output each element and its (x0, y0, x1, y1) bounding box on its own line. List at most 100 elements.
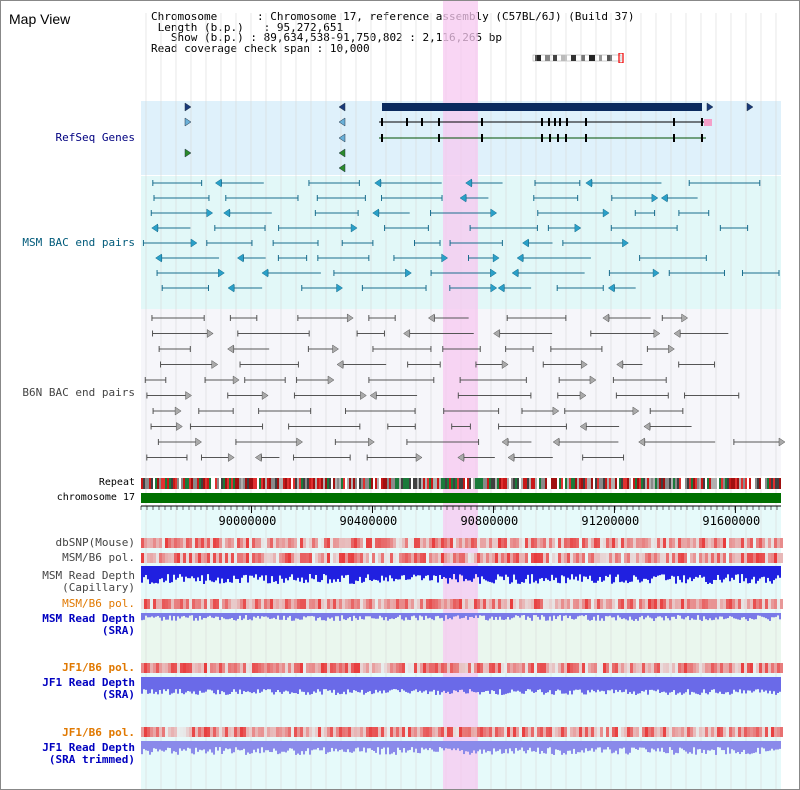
read-depth-bar (507, 677, 509, 694)
read-depth-bar (619, 566, 621, 583)
read-depth-bar (445, 741, 447, 749)
polymorphism-cell (690, 727, 693, 737)
read-depth-bar (165, 741, 167, 751)
polymorphism-cell (366, 663, 369, 673)
read-depth-bar (197, 613, 199, 621)
read-depth-bar (729, 677, 731, 695)
read-depth-bar (247, 677, 249, 692)
polymorphism-cell (474, 538, 477, 548)
repeat-segment (155, 478, 157, 489)
refseq-genes-label[interactable]: RefSeq Genes (55, 131, 135, 144)
polymorphism-cell (189, 663, 192, 673)
read-depth-bar (383, 677, 385, 691)
msm-bac-end-pairs-label[interactable]: MSM BAC end pairs (22, 236, 135, 249)
msm-b6-pol-label[interactable]: MSM/B6 pol. (62, 551, 135, 564)
read-depth-bar (603, 741, 605, 750)
msm-read-depth-sra-sub-label: (SRA) (101, 624, 135, 637)
polymorphism-cell (666, 538, 669, 548)
read-depth-bar (173, 566, 175, 575)
repeat-segment (283, 478, 285, 489)
polymorphism-cell (537, 663, 540, 673)
polymorphism-cell (321, 553, 324, 563)
polymorphism-cell (429, 599, 432, 609)
polymorphism-cell (273, 663, 276, 673)
polymorphism-cell (732, 538, 735, 548)
dbsnp-mouse-label[interactable]: dbSNP(Mouse) (55, 536, 135, 549)
polymorphism-cell (615, 553, 618, 563)
read-depth-bar (321, 741, 323, 751)
read-depth-bar (255, 613, 257, 618)
read-depth-bar (485, 677, 487, 691)
repeat-segment (763, 478, 765, 489)
jf1-b6-pol-trimmed-label[interactable]: JF1/B6 pol. (62, 726, 135, 739)
read-depth-bar (367, 677, 369, 692)
polymorphism-cell (729, 538, 732, 548)
read-depth-bar (577, 613, 579, 617)
read-depth-bar (171, 566, 173, 583)
read-depth-bar (591, 613, 593, 620)
polymorphism-cell (756, 663, 759, 673)
read-depth-bar (503, 677, 505, 695)
polymorphism-cell (234, 538, 237, 548)
read-depth-bar (161, 741, 163, 751)
read-depth-bar (555, 613, 557, 620)
repeat-segment (369, 478, 371, 489)
read-depth-bar (215, 613, 217, 617)
read-depth-bar (455, 613, 457, 617)
polymorphism-cell (501, 538, 504, 548)
read-depth-bar (429, 677, 431, 692)
bac-end-arrow-icon (607, 283, 615, 293)
track-features[interactable] (141, 102, 786, 755)
msm-read-depth-capillary-label[interactable]: MSM Read Depth (42, 569, 135, 582)
read-depth-bar (549, 566, 551, 582)
polymorphism-cell (162, 553, 165, 563)
read-depth-bar (223, 566, 225, 584)
polymorphism-cell (717, 553, 720, 563)
jf1-read-depth-sra-label[interactable]: JF1 Read Depth (42, 676, 135, 689)
read-depth-bar (463, 741, 465, 755)
read-depth-bar (393, 677, 395, 690)
polymorphism-cell (516, 727, 519, 737)
read-depth-bar (393, 741, 395, 753)
polymorphism-cell (603, 553, 606, 563)
read-depth-bar (495, 741, 497, 752)
read-depth-bar (565, 613, 567, 616)
polymorphism-cell (177, 538, 180, 548)
read-depth-bar (499, 677, 501, 690)
read-depth-bar (769, 741, 771, 751)
jf1-b6-pol-label[interactable]: JF1/B6 pol. (62, 661, 135, 674)
read-depth-bar (757, 741, 759, 748)
read-depth-bar (365, 741, 367, 753)
read-depth-bar (545, 741, 547, 754)
read-depth-bar (579, 741, 581, 753)
chromosome-ideogram[interactable] (531, 53, 627, 63)
polymorphism-cell (339, 538, 342, 548)
polymorphism-cell (465, 663, 468, 673)
read-depth-bar (323, 613, 325, 621)
repeat-segment (567, 478, 569, 489)
read-depth-bar (595, 613, 597, 621)
read-depth-bar (677, 741, 679, 754)
repeat-segment (555, 478, 557, 489)
read-depth-bar (439, 613, 441, 619)
read-depth-bar (591, 677, 593, 690)
b6n-bac-end-pairs-label[interactable]: B6N BAC end pairs (22, 386, 135, 399)
polymorphism-cell (723, 663, 726, 673)
polymorphism-cell (195, 727, 198, 737)
polymorphism-cell (276, 727, 279, 737)
exon-mark (406, 118, 408, 126)
read-depth-bar (273, 677, 275, 695)
msm-b6-pol-sra-label[interactable]: MSM/B6 pol. (62, 597, 135, 610)
polymorphism-cell (192, 553, 195, 563)
polymorphism-cell (291, 727, 294, 737)
repeat-segment (489, 478, 491, 489)
polymorphism-cell (675, 538, 678, 548)
polymorphism-cell (216, 538, 219, 548)
msm-read-depth-sra-label[interactable]: MSM Read Depth (42, 612, 135, 625)
jf1-read-depth-trimmed-label[interactable]: JF1 Read Depth (42, 741, 135, 754)
repeat-segment (771, 478, 773, 489)
polymorphism-cell (477, 538, 480, 548)
read-depth-bar (765, 566, 767, 583)
read-depth-bar (145, 613, 147, 616)
